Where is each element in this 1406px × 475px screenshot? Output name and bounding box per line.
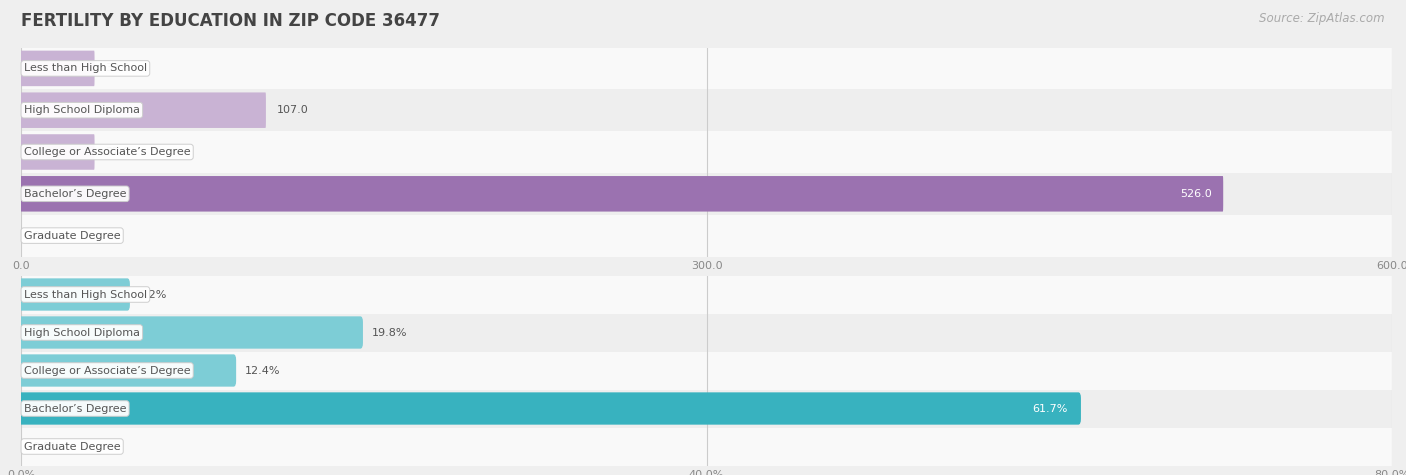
Text: Graduate Degree: Graduate Degree (24, 230, 121, 241)
Text: Bachelor’s Degree: Bachelor’s Degree (24, 189, 127, 199)
Text: 32.0: 32.0 (105, 63, 129, 74)
Text: 6.2%: 6.2% (138, 289, 167, 300)
Bar (21, 48, 1392, 89)
Text: 526.0: 526.0 (1180, 189, 1212, 199)
Text: Source: ZipAtlas.com: Source: ZipAtlas.com (1260, 12, 1385, 25)
Bar (21, 428, 1392, 466)
FancyBboxPatch shape (21, 176, 1223, 211)
Bar (21, 352, 1392, 390)
Text: 19.8%: 19.8% (371, 327, 406, 338)
Text: 0.0: 0.0 (32, 230, 49, 241)
FancyBboxPatch shape (21, 93, 266, 128)
Text: FERTILITY BY EDUCATION IN ZIP CODE 36477: FERTILITY BY EDUCATION IN ZIP CODE 36477 (21, 12, 440, 30)
Text: 32.0: 32.0 (105, 147, 129, 157)
Text: 12.4%: 12.4% (245, 365, 280, 376)
FancyBboxPatch shape (18, 354, 236, 387)
Text: 0.0%: 0.0% (32, 441, 60, 452)
FancyBboxPatch shape (18, 392, 1081, 425)
Bar (21, 215, 1392, 256)
Bar (21, 89, 1392, 131)
FancyBboxPatch shape (21, 51, 94, 86)
Text: 107.0: 107.0 (277, 105, 308, 115)
Text: Graduate Degree: Graduate Degree (24, 441, 121, 452)
Bar (21, 131, 1392, 173)
Bar (21, 390, 1392, 428)
Text: Less than High School: Less than High School (24, 289, 148, 300)
Bar (21, 314, 1392, 352)
FancyBboxPatch shape (21, 134, 94, 170)
Text: High School Diploma: High School Diploma (24, 327, 139, 338)
Text: Bachelor’s Degree: Bachelor’s Degree (24, 403, 127, 414)
FancyBboxPatch shape (18, 278, 129, 311)
Bar (21, 173, 1392, 215)
Text: High School Diploma: High School Diploma (24, 105, 139, 115)
Text: College or Associate’s Degree: College or Associate’s Degree (24, 365, 190, 376)
Bar (21, 276, 1392, 314)
Text: 61.7%: 61.7% (1032, 403, 1067, 414)
FancyBboxPatch shape (18, 316, 363, 349)
Text: Less than High School: Less than High School (24, 63, 148, 74)
Text: College or Associate’s Degree: College or Associate’s Degree (24, 147, 190, 157)
